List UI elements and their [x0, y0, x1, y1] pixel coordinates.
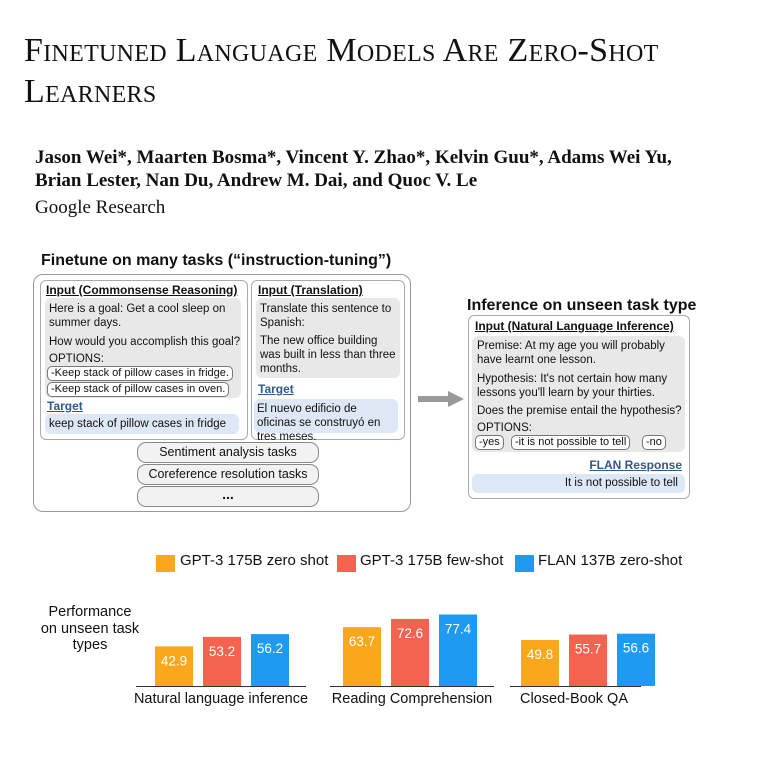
bar: [203, 636, 241, 686]
commonsense-target: keep stack of pillow cases in fridge: [45, 414, 239, 434]
nli-option: -no: [642, 435, 666, 450]
category-label: Closed-Book QA: [520, 691, 628, 707]
bar-value-label: 56.2: [257, 641, 283, 656]
commonsense-option: -Keep stack of pillow cases in oven.: [47, 382, 230, 397]
bar: [439, 614, 477, 686]
bar: [343, 627, 381, 686]
nli-hypothesis: Hypothesis: It's not certain how many le…: [477, 373, 668, 399]
nli-question: Does the premise entail the hypothesis?: [477, 405, 682, 417]
affiliation: Google Research: [35, 197, 166, 218]
bar-value-label: 53.2: [209, 644, 235, 659]
bar-value-label: 63.7: [349, 634, 375, 649]
bar: [391, 618, 429, 686]
commonsense-question: How would you accomplish this goal?: [49, 336, 241, 348]
nli-options-label: OPTIONS:: [477, 422, 532, 434]
bar: [617, 633, 655, 686]
commonsense-goal: Here is a goal: Get a cool sleep on summ…: [49, 303, 226, 329]
bar-value-label: 49.8: [527, 647, 553, 662]
task-pill-more: ...: [137, 486, 319, 507]
task-pill-coreference: Coreference resolution tasks: [137, 464, 319, 485]
translation-instruction: Translate this sentence to Spanish:: [260, 303, 392, 329]
translation-input-box: Translate this sentence to Spanish: The …: [256, 298, 400, 378]
nli-title: Input (Natural Language Inference): [475, 319, 674, 333]
bar-value-label: 55.7: [575, 642, 601, 657]
nli-option: -it is not possible to tell: [511, 435, 631, 450]
nli-response-label: FLAN Response: [589, 458, 682, 472]
translation-target: El nuevo edificio de oficinas se constru…: [254, 399, 398, 443]
commonsense-card: Input (Commonsense Reasoning) Here is a …: [40, 280, 248, 440]
legend-label-gpt3-few: GPT-3 175B few-shot: [360, 552, 504, 569]
bar-value-label: 72.6: [397, 626, 423, 641]
legend-swatch-gpt3-few: [337, 555, 356, 572]
commonsense-option: -Keep stack of pillow cases in fridge.: [47, 366, 233, 381]
nli-input-box: Premise: At my age you will probably hav…: [472, 336, 685, 452]
legend-swatch-flan: [515, 555, 534, 572]
authors-line1: Jason Wei*, Maarten Bosma*, Vincent Y. Z…: [35, 147, 672, 168]
category-label: Reading Comprehension: [331, 691, 493, 707]
translation-card: Input (Translation) Translate this sente…: [251, 280, 405, 443]
finetune-heading: Finetune on many tasks (“instruction-tun…: [41, 252, 392, 269]
bar: [569, 634, 607, 686]
legend-swatch-gpt3-zero: [156, 555, 175, 572]
inference-heading: Inference on unseen task type: [467, 297, 697, 314]
translation-title: Input (Translation): [258, 283, 363, 297]
paper-title-line2: Learners: [24, 73, 157, 110]
nli-premise: Premise: At my age you will probably hav…: [477, 340, 665, 366]
paper-title: Finetuned Language Models Are Zero-Shot …: [24, 30, 767, 112]
bar-value-label: 42.9: [161, 653, 187, 668]
bar-value-label: 56.6: [623, 641, 649, 656]
translation-target-label: Target: [258, 382, 294, 396]
legend-label-gpt3-zero: GPT-3 175B zero shot: [180, 552, 329, 569]
nli-option: -yes: [475, 435, 504, 450]
bar: [155, 646, 193, 686]
commonsense-title: Input (Commonsense Reasoning): [46, 283, 238, 297]
bar-value-label: 77.4: [445, 621, 472, 636]
nli-response: It is not possible to tell: [472, 474, 685, 493]
translation-sentence: The new office building was built in les…: [260, 335, 396, 375]
category-label: Natural language inference: [133, 691, 309, 707]
paper-title-line1: Finetuned Language Models Are Zero-Shot: [24, 32, 659, 69]
nli-card: Input (Natural Language Inference) Premi…: [468, 315, 690, 499]
commonsense-input-box: Here is a goal: Get a cool sleep on summ…: [45, 298, 241, 398]
task-pill-sentiment: Sentiment analysis tasks: [137, 442, 319, 463]
arrow-icon: [418, 391, 464, 407]
bar: [521, 639, 559, 686]
finetune-panel: [33, 274, 411, 512]
authors-line2: Brian Lester, Nan Du, Andrew M. Dai, and…: [35, 170, 478, 191]
legend-label-flan: FLAN 137B zero-shot: [538, 552, 683, 569]
chart-ylabel: Performance on unseen task types: [40, 604, 140, 653]
commonsense-options-label: OPTIONS:: [49, 353, 104, 365]
commonsense-target-label: Target: [47, 399, 83, 413]
author-list: Jason Wei*, Maarten Bosma*, Vincent Y. Z…: [35, 146, 755, 192]
bar: [251, 634, 289, 686]
